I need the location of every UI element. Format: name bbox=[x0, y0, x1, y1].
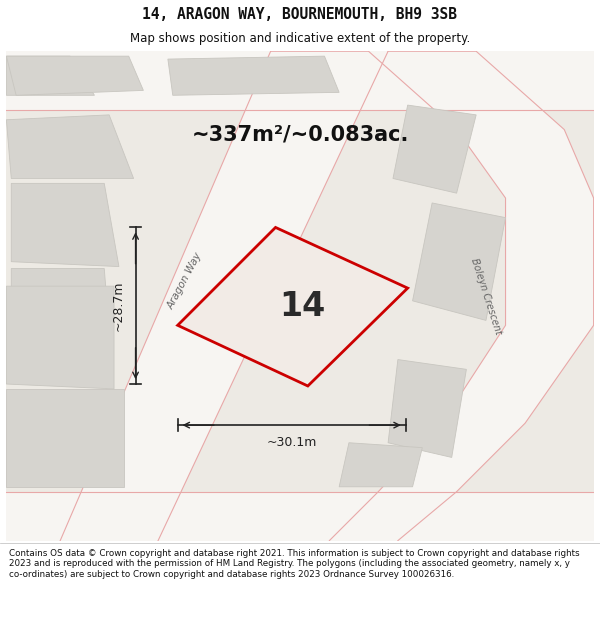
Polygon shape bbox=[393, 105, 476, 193]
Polygon shape bbox=[7, 286, 114, 389]
Text: ~30.1m: ~30.1m bbox=[266, 436, 317, 449]
Polygon shape bbox=[168, 56, 339, 95]
Polygon shape bbox=[413, 203, 506, 321]
Text: 14, ARAGON WAY, BOURNEMOUTH, BH9 3SB: 14, ARAGON WAY, BOURNEMOUTH, BH9 3SB bbox=[143, 7, 458, 22]
Polygon shape bbox=[7, 492, 593, 541]
Text: Contains OS data © Crown copyright and database right 2021. This information is : Contains OS data © Crown copyright and d… bbox=[9, 549, 580, 579]
Polygon shape bbox=[178, 228, 407, 386]
Polygon shape bbox=[329, 51, 593, 541]
Polygon shape bbox=[339, 442, 422, 487]
Polygon shape bbox=[388, 359, 466, 458]
Polygon shape bbox=[7, 56, 143, 95]
Text: 14: 14 bbox=[279, 290, 325, 323]
Polygon shape bbox=[11, 183, 119, 267]
Polygon shape bbox=[7, 56, 94, 95]
Text: ~337m²/~0.083ac.: ~337m²/~0.083ac. bbox=[191, 124, 409, 144]
Text: Boleyn Crescent: Boleyn Crescent bbox=[469, 256, 503, 336]
Polygon shape bbox=[60, 51, 388, 541]
Polygon shape bbox=[7, 115, 134, 179]
Polygon shape bbox=[11, 269, 112, 366]
Polygon shape bbox=[7, 51, 593, 110]
Text: Map shows position and indicative extent of the property.: Map shows position and indicative extent… bbox=[130, 32, 470, 45]
Text: ~28.7m: ~28.7m bbox=[112, 281, 124, 331]
Text: Aragon Way: Aragon Way bbox=[166, 251, 203, 311]
Polygon shape bbox=[7, 389, 124, 487]
